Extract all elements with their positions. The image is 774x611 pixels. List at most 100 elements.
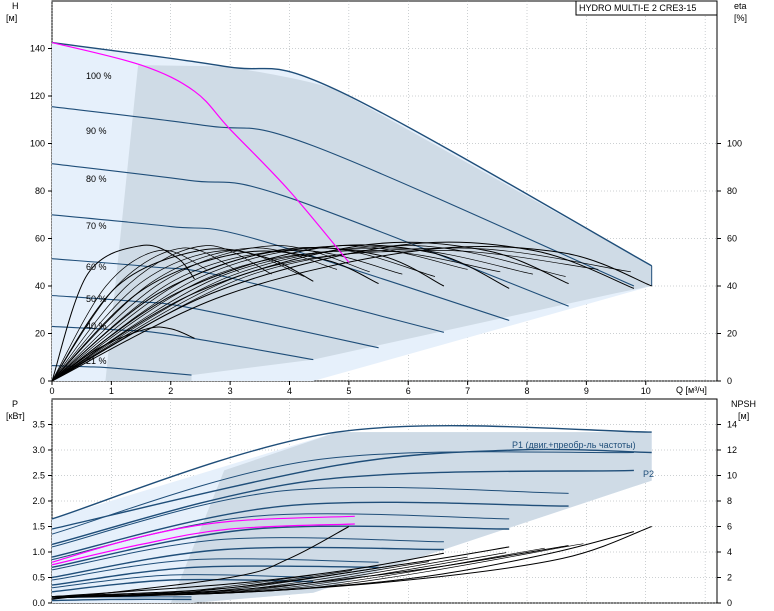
power-system-curve-line <box>51 523 355 566</box>
y-tick-label: 0.5 <box>32 573 45 583</box>
eta-curve <box>51 247 631 382</box>
y-tick-label: 100 <box>30 139 45 149</box>
speed-labels: 100 % 90 % 80 % 70 % 60 % 50 % 40 % 21 % <box>86 71 112 366</box>
x-tick-label: 4 <box>287 386 292 396</box>
eta-curve <box>51 245 272 382</box>
head-axis-label: H <box>12 1 19 11</box>
y2-tick-label: 14 <box>727 420 737 430</box>
npsh-axis-label: NPSH <box>731 399 756 409</box>
p2-curve <box>51 546 444 579</box>
y2-tick-label: 8 <box>727 496 732 506</box>
speed-label: 40 % <box>86 321 107 331</box>
y-tick-label: 3.5 <box>32 420 45 430</box>
eta-curve <box>51 249 207 382</box>
power-axis-unit: [кВт] <box>6 411 25 421</box>
y-tick-label: 40 <box>35 281 45 291</box>
system-curve-line <box>51 42 350 263</box>
p2-curve <box>51 598 192 602</box>
npsh-curve <box>51 546 510 598</box>
eta-curve <box>51 250 501 382</box>
y2-tick-label: 40 <box>727 281 737 291</box>
y2-tick-label: 80 <box>727 186 737 196</box>
p2-curve <box>51 501 569 558</box>
y-tick-label: 1.0 <box>32 547 45 557</box>
p2-annotation: P2 <box>643 469 654 479</box>
head-axis-unit: [м] <box>6 13 17 23</box>
x-tick-label: 1 <box>109 386 114 396</box>
x-tick-label: 0 <box>49 386 54 396</box>
p1-curve <box>51 451 634 535</box>
speed-label: 70 % <box>86 221 107 231</box>
title-box <box>575 0 718 16</box>
y-tick-label: 120 <box>30 91 45 101</box>
y2-tick-label: 2 <box>727 573 732 583</box>
p1-curve <box>51 425 652 520</box>
eta-curve <box>51 244 195 382</box>
head-operating-zone <box>52 42 652 381</box>
y-tick-label: 80 <box>35 186 45 196</box>
p2-curve <box>51 448 652 530</box>
p2-curve <box>51 469 634 546</box>
p1-curve <box>51 574 314 589</box>
y2-tick-label: 10 <box>727 471 737 481</box>
eta-curve <box>51 250 379 382</box>
speed-label: 90 % <box>86 126 107 136</box>
power-system-curve <box>51 515 355 566</box>
speed-label: 100 % <box>86 71 112 81</box>
y2-tick-label: 0 <box>727 376 732 386</box>
x-tick-label: 7 <box>465 386 470 396</box>
eta-curve <box>51 250 599 382</box>
y-tick-label: 0 <box>40 376 45 386</box>
y2-tick-label: 12 <box>727 445 737 455</box>
head-curve <box>51 214 510 321</box>
y-tick-label: 1.5 <box>32 522 45 532</box>
x-tick-label: 8 <box>524 386 529 396</box>
speed-label: 50 % <box>86 294 107 304</box>
eta-curve <box>51 250 403 382</box>
power-system-curve-line <box>51 515 355 563</box>
x-tick-label: 6 <box>406 386 411 396</box>
y-tick-label: 0.0 <box>32 598 45 608</box>
eta-curve <box>51 247 240 382</box>
eta-curve <box>51 245 370 382</box>
head-panel: 0 20 40 60 80 100 120 140 0 20 40 60 80 100 0 1 2 3 4 5 6 7 8 9… <box>6 0 747 396</box>
power-axis-label: P <box>12 399 18 409</box>
head-curve <box>51 41 653 267</box>
p1-annotation: P1 (двиг.+преобр-ль частоты) <box>512 440 636 450</box>
p1-curve <box>51 486 569 548</box>
x-tick-label: 5 <box>346 386 351 396</box>
speed-label: 80 % <box>86 174 107 184</box>
eta-axis-unit: [%] <box>734 13 747 23</box>
power-axis-ticks: 0.0 0.5 1.0 1.5 2.0 2.5 3.0 3.5 0 2 4 6 8 10 12 14 <box>32 420 737 609</box>
y-tick-label: 3.0 <box>32 445 45 455</box>
x-tick-label: 10 <box>641 386 651 396</box>
y-tick-label: 20 <box>35 329 45 339</box>
eta-curve <box>51 248 314 382</box>
p2-curve <box>51 565 379 586</box>
y2-tick-label: 100 <box>727 139 742 149</box>
p2-curve <box>51 525 510 568</box>
eta-curve <box>51 250 305 382</box>
head-curve <box>51 294 379 349</box>
head-system-curve <box>51 42 350 263</box>
npsh-curves <box>51 526 652 600</box>
npsh-curve <box>51 526 350 600</box>
y-tick-label: 140 <box>30 44 45 54</box>
eta-curve <box>51 247 436 382</box>
zone-dark <box>105 65 652 381</box>
y2-tick-label: 6 <box>727 522 732 532</box>
eta-curve <box>51 245 566 382</box>
eta-curve <box>51 245 468 382</box>
y2-tick-label: 60 <box>727 234 737 244</box>
speed-label: 60 % <box>86 262 107 272</box>
npsh-curve <box>51 543 584 599</box>
x-tick-label: 3 <box>228 386 233 396</box>
y2-tick-label: 0 <box>727 598 732 608</box>
x-tick-label: 9 <box>584 386 589 396</box>
x-tick-label: 2 <box>168 386 173 396</box>
y2-tick-label: 4 <box>727 547 732 557</box>
eta-curve <box>51 247 533 382</box>
chart-title: HYDRO MULTI-E 2 CRE3-15 <box>579 3 696 13</box>
head-curve <box>51 106 635 287</box>
